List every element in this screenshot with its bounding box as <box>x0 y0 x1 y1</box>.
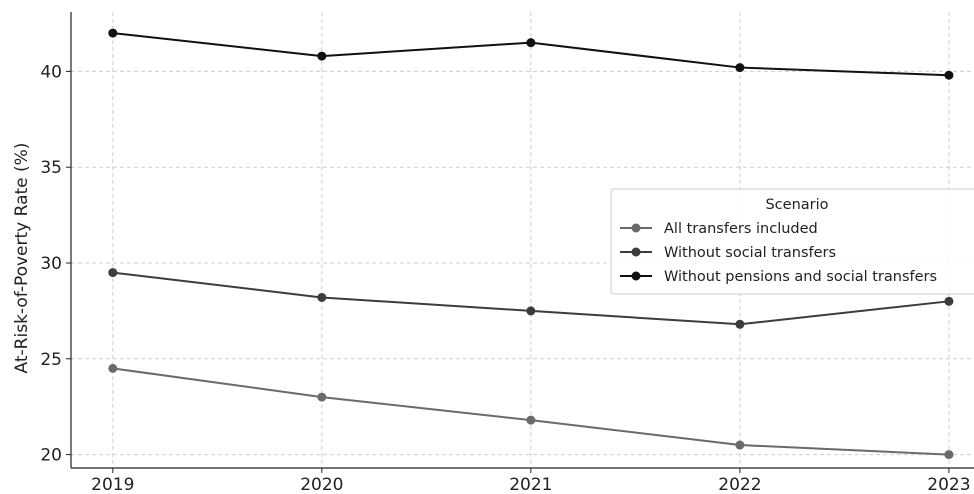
x-tick-label: 2022 <box>718 475 761 494</box>
x-tick-label: 2021 <box>509 475 552 494</box>
legend-marker <box>631 247 641 257</box>
data-point <box>735 440 745 450</box>
y-tick-label: 25 <box>40 350 62 370</box>
legend: Scenario All transfers included Without s… <box>610 188 974 295</box>
legend-marker <box>631 271 641 281</box>
legend-title: Scenario <box>765 197 828 213</box>
data-point <box>317 51 327 61</box>
legend-label: Without pensions and social transfers <box>664 269 937 285</box>
x-tick-label: 2020 <box>300 475 343 494</box>
axes <box>70 12 974 469</box>
series-1 <box>108 363 954 460</box>
y-tick-label: 40 <box>40 62 62 82</box>
series-2 <box>108 268 954 329</box>
data-point <box>108 363 118 373</box>
legend-label: All transfers included <box>664 221 818 237</box>
legend-item: All transfers included <box>620 221 818 237</box>
legend-label: Without social transfers <box>664 245 836 261</box>
data-point <box>526 415 536 425</box>
legend-marker <box>631 223 641 233</box>
data-point <box>735 319 745 329</box>
data-point <box>526 38 536 48</box>
y-tick-label: 35 <box>40 158 62 178</box>
data-point <box>944 296 954 306</box>
data-point <box>108 28 118 38</box>
legend-item: Without pensions and social transfers <box>620 269 937 285</box>
x-tick-label: 2019 <box>91 475 134 494</box>
y-tick-label: 30 <box>40 254 62 274</box>
data-point <box>526 306 536 316</box>
series-3 <box>108 28 954 80</box>
data-point <box>944 450 954 460</box>
ticks: 2019 2020 2021 2022 2023 20 25 30 35 40 <box>40 62 970 494</box>
data-point <box>735 63 745 73</box>
y-tick-label: 20 <box>40 446 62 466</box>
legend-item: Without social transfers <box>620 245 836 261</box>
data-point <box>944 70 954 80</box>
data-point <box>317 292 327 302</box>
legend-items: All transfers included Without social tra… <box>620 221 937 285</box>
data-point <box>108 268 118 278</box>
y-axis-label: At-Risk-of-Poverty Rate (%) <box>12 143 32 374</box>
data-point <box>317 392 327 402</box>
x-tick-label: 2023 <box>927 475 970 494</box>
legend-box <box>610 188 974 295</box>
series-lines <box>108 28 954 460</box>
